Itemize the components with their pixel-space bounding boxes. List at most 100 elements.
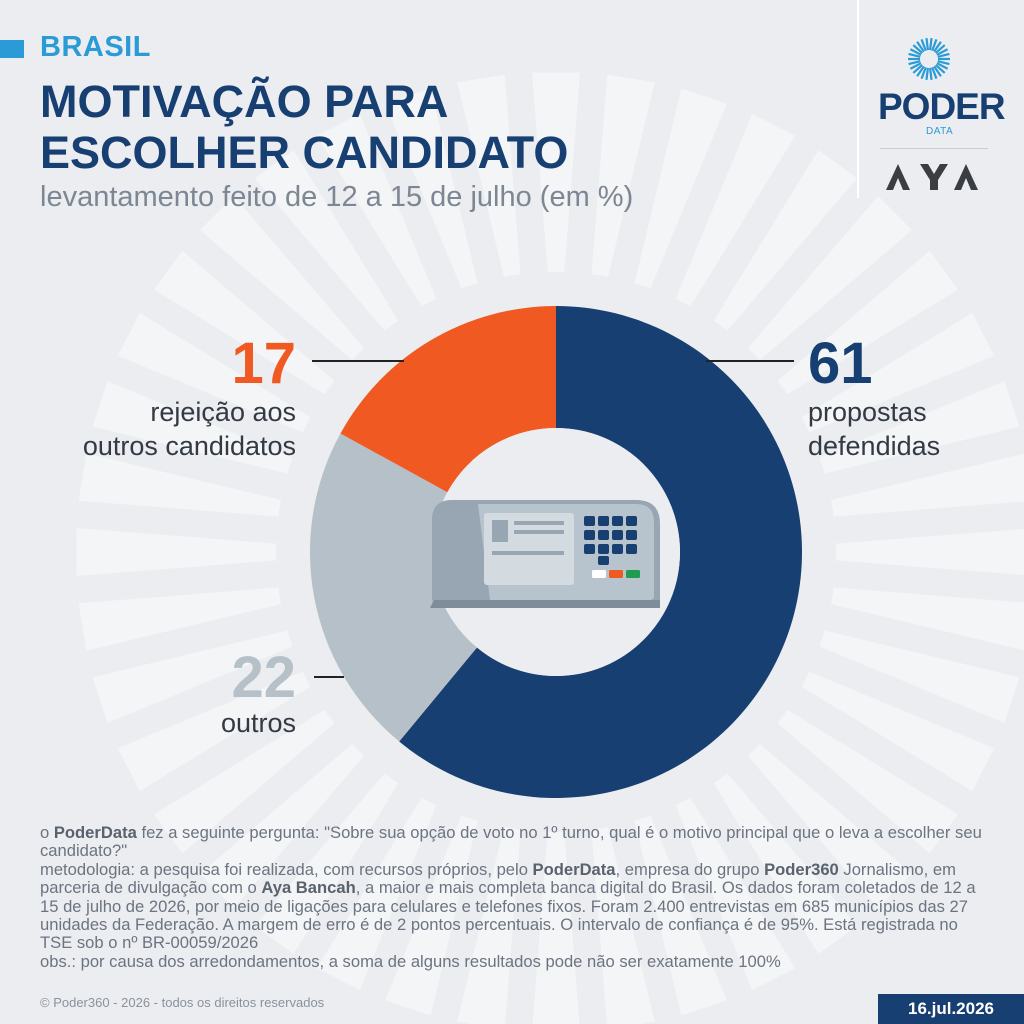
leader-line-rejeicao [312, 360, 404, 362]
background-ray [200, 196, 365, 361]
background-ray [78, 453, 281, 517]
background-ray [634, 815, 727, 1016]
background-ray [777, 250, 958, 395]
burst-ray [933, 41, 942, 53]
burst-ray [937, 60, 950, 66]
keypad-key [626, 544, 637, 554]
background-ray [747, 196, 912, 361]
keypad-key [584, 544, 595, 554]
burst-ray [908, 60, 921, 66]
burst-ray [909, 62, 922, 70]
background-ray [385, 88, 478, 289]
data-label-category-outros: outros [221, 706, 296, 740]
background-ray [532, 72, 580, 273]
brand-poderdata: PoderData [532, 859, 616, 879]
keypad-key [598, 556, 609, 565]
burst-ray [928, 38, 933, 51]
poderdata-burst-icon [908, 38, 950, 80]
background-ray [675, 797, 796, 991]
burst-ray [925, 67, 930, 80]
burst-ray [935, 64, 946, 74]
background-ray [532, 831, 580, 1024]
burst-ray [912, 44, 923, 54]
background-ray [634, 88, 727, 289]
burst-ray [935, 44, 946, 54]
burst-ray [916, 65, 925, 77]
note-text: , empresa do grupo [615, 859, 765, 879]
background-ray [254, 150, 399, 331]
burst-ray [920, 67, 927, 80]
background-ray [254, 773, 399, 954]
brand-poder360: Poder360 [764, 859, 839, 879]
background-ray [747, 743, 912, 908]
background-ray [591, 74, 655, 277]
poderdata-logo-sub: DATA [926, 126, 954, 137]
data-label-value-propostas: 61 [808, 331, 873, 396]
accent-bar [0, 40, 24, 58]
burst-ray [931, 38, 938, 51]
burst-ray [933, 65, 942, 77]
ballot-machine-icon [430, 500, 660, 608]
date-badge: 16.jul.2026 [878, 994, 1024, 1024]
category-line: defendidas [808, 431, 941, 461]
background-ray [316, 797, 437, 991]
background-ray [385, 815, 478, 1016]
keypad-key [598, 516, 609, 526]
poderdata-logo: PODER [878, 86, 1006, 127]
category-line: propostas [808, 397, 927, 427]
title-line-2: ESCOLHER CANDIDATO [40, 127, 569, 178]
background-ray [76, 528, 277, 576]
methodology-notes: o PoderData fez a seguinte pergunta: "So… [40, 823, 990, 971]
burst-ray [936, 62, 949, 70]
keypad-key [584, 530, 595, 540]
note-text: , a maior e mais completa banca digital … [40, 878, 976, 953]
burst-ray [931, 67, 938, 80]
burst-ray [912, 64, 923, 74]
keypad-key [598, 530, 609, 540]
background-ray [92, 630, 293, 723]
keypad-key [584, 516, 595, 526]
background-ray [713, 773, 858, 954]
data-label-value-rejeicao: 17 [231, 331, 296, 396]
background-ray [154, 709, 335, 854]
background-ray [801, 312, 995, 433]
background-ray [457, 74, 521, 277]
brand-poderdata: PoderData [53, 823, 137, 842]
background-ray [78, 587, 281, 651]
brand-aya-bancah: Aya Bancah [261, 878, 356, 898]
donut-slice-2 [340, 306, 556, 493]
burst-ray [936, 48, 949, 56]
background-ray [831, 587, 1024, 651]
background-ray [675, 113, 796, 307]
page-title: MOTIVAÇÃO PARA ESCOLHER CANDIDATO [40, 76, 660, 178]
category-line: rejeição aos [150, 397, 296, 427]
keypad-key [626, 516, 637, 526]
burst-ray [928, 67, 933, 80]
keypad-key [612, 530, 623, 540]
note-text: o [40, 823, 54, 842]
burst-ray [920, 38, 927, 51]
keypad-key [612, 516, 623, 526]
category-line: outros [220, 708, 296, 738]
background-ray [200, 743, 365, 908]
page-subtitle: levantamento feito de 12 a 15 de julho (… [40, 181, 634, 213]
leader-line-outros [314, 676, 344, 678]
background-ray [819, 630, 1020, 723]
data-label-category-rejeicao: rejeição aos outros candidatos [83, 395, 296, 463]
keypad-key [612, 544, 623, 554]
background-ray [92, 381, 293, 474]
background-ray [457, 827, 521, 1024]
donut-slice-0 [399, 306, 802, 798]
note-text: fez a seguinte pergunta: "Sobre sua opçã… [40, 823, 982, 861]
data-label-category-propostas: propostas defendidas [808, 395, 940, 463]
copyright: © Poder360 - 2026 - todos os direitos re… [40, 995, 325, 1010]
background-ray [591, 827, 655, 1024]
background-ray [801, 671, 995, 792]
background-ray [819, 381, 1020, 474]
methodology-note: metodologia: a pesquisa foi realizada, c… [40, 859, 990, 953]
burst-ray [937, 52, 950, 58]
obs-note: obs.: por causa dos arredondamentos, a s… [40, 951, 781, 971]
burst-ray [916, 41, 925, 53]
background-ray [154, 250, 335, 395]
